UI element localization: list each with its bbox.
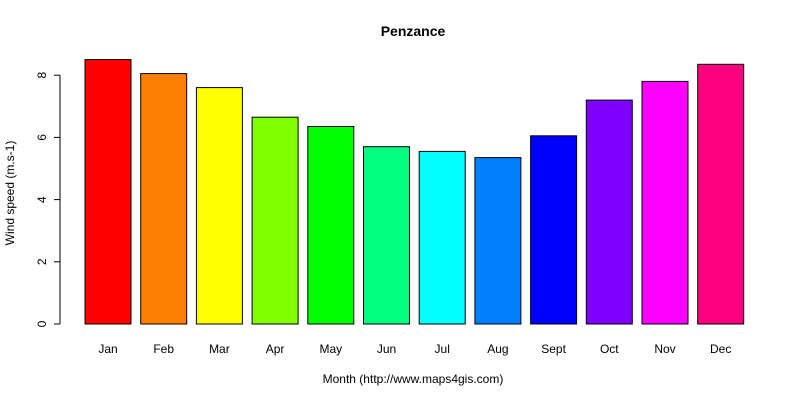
bar-nov [641,80,689,325]
bar-oct [585,99,633,325]
x-tick-label: Jul [435,342,450,356]
y-tick-label: 2 [35,258,49,265]
x-tick-label: Dec [710,342,731,356]
bars-group [84,59,745,325]
bar-aug [474,157,522,325]
y-axis-title: Wind speed (m.s-1) [3,141,17,246]
y-tick-label: 0 [35,320,49,327]
bar-feb [140,73,188,325]
bar-may [307,126,355,325]
bar-jul [418,150,466,325]
x-tick-label: Nov [654,342,675,356]
bar-apr [251,116,299,325]
chart-title: Penzance [381,23,446,39]
x-tick-label: Mar [209,342,230,356]
y-axis: 0 2 4 6 8 [35,72,61,327]
y-tick-label: 8 [35,72,49,79]
x-tick-label: Jan [98,342,117,356]
bar-mar [195,87,243,325]
x-tick-labels: Jan Feb Mar Apr May Jun Jul Aug Sept Oct Nov Dec [98,342,731,356]
x-tick-label: Oct [600,342,619,356]
x-tick-label: Aug [487,342,508,356]
y-tick-label: 6 [35,134,49,141]
x-axis-title: Month (http://www.maps4gis.com) [323,372,504,386]
bar-jun [363,146,410,325]
x-tick-label: Jun [377,342,396,356]
bar-dec [697,63,745,325]
x-tick-label: May [319,342,342,356]
x-tick-label: Apr [266,342,285,356]
x-tick-label: Sept [541,342,566,356]
bar-sept [530,135,578,325]
y-tick-label: 4 [35,196,49,203]
bar-jan [84,59,132,325]
x-tick-label: Feb [153,342,174,356]
